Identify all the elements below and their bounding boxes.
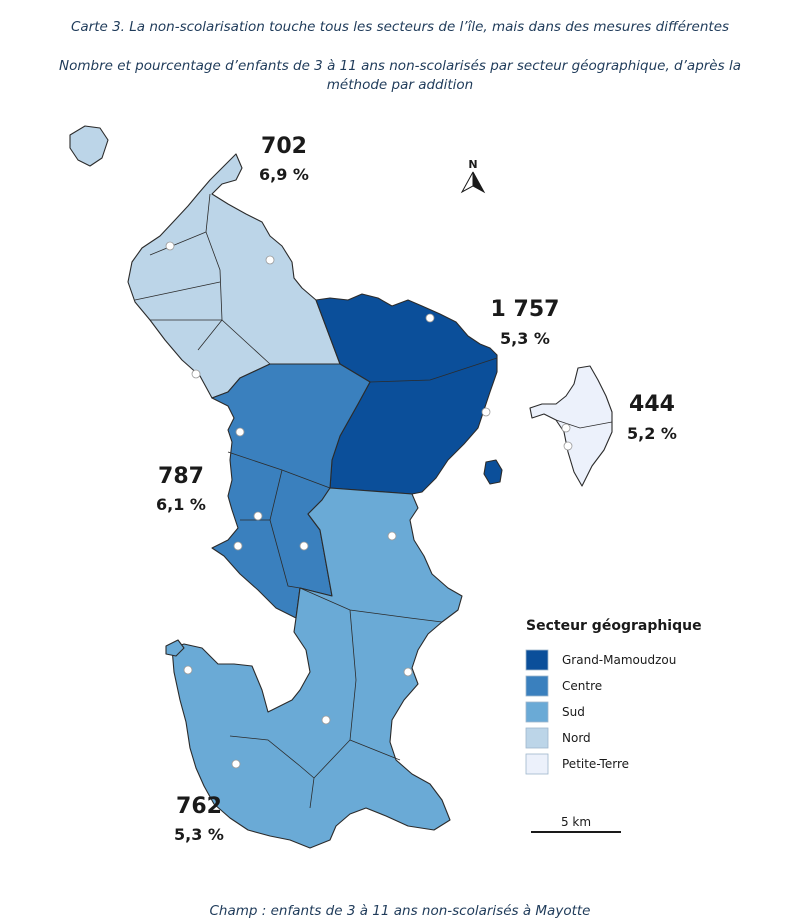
legend-label-nord: Nord — [562, 731, 591, 745]
north-arrow-icon — [460, 171, 474, 194]
map-footer: Champ : enfants de 3 à 11 ans non-scolar… — [209, 903, 591, 919]
label-grand-mamoudzou: 1 757 5,3 % — [491, 297, 560, 348]
subtitle-line-1: Nombre et pourcentage d’enfants de 3 à 1… — [59, 58, 741, 74]
subtitle-line-2: méthode par addition — [326, 77, 474, 93]
nord-islet — [69, 125, 109, 167]
commune-markers — [165, 241, 573, 769]
petite-terre-percent: 5,2 % — [627, 424, 677, 443]
nord-percent: 6,9 % — [259, 165, 309, 184]
label-petite-terre: 444 5,2 % — [627, 392, 677, 443]
label-nord: 702 6,9 % — [259, 134, 309, 184]
nord-count: 702 — [261, 134, 307, 159]
scale-bar: 5 km — [531, 815, 621, 833]
region-nord — [127, 153, 341, 399]
map-title: Carte 3. La non-scolarisation touche tou… — [70, 19, 730, 35]
legend-item-sud: Sud — [525, 701, 585, 723]
region-sud — [171, 487, 463, 849]
legend-item-centre: Centre — [525, 675, 602, 697]
legend-swatch-nord — [525, 727, 549, 749]
sud-count: 762 — [176, 794, 222, 819]
legend-swatch-petite-terre — [525, 753, 549, 775]
scale-label: 5 km — [561, 815, 591, 829]
legend: Secteur géographique Grand-Mamoudzou Cen… — [525, 618, 702, 775]
legend-label-petite-terre: Petite-Terre — [562, 757, 629, 771]
legend-label-centre: Centre — [562, 679, 602, 693]
sud-islet — [165, 639, 185, 657]
grand-mamoudzou-islet — [483, 459, 503, 485]
petite-terre-count: 444 — [629, 392, 675, 417]
sud-percent: 5,3 % — [174, 825, 224, 844]
grand-mamoudzou-count: 1 757 — [491, 297, 560, 322]
legend-item-nord: Nord — [525, 727, 591, 749]
legend-item-petite-terre: Petite-Terre — [525, 753, 629, 775]
commune-boundaries — [134, 193, 613, 809]
label-sud: 762 5,3 % — [174, 794, 224, 844]
centre-percent: 6,1 % — [156, 495, 206, 514]
legend-label-sud: Sud — [562, 705, 585, 719]
region-petite-terre — [529, 365, 613, 487]
legend-title: Secteur géographique — [526, 618, 702, 634]
centre-count: 787 — [158, 464, 204, 489]
region-centre — [211, 363, 371, 619]
label-centre: 787 6,1 % — [156, 464, 206, 514]
grand-mamoudzou-percent: 5,3 % — [500, 329, 550, 348]
legend-swatch-sud — [525, 701, 549, 723]
map-subtitle: Nombre et pourcentage d’enfants de 3 à 1… — [0, 57, 800, 95]
legend-label-grand-mamoudzou: Grand-Mamoudzou — [562, 653, 676, 667]
north-arrow: N — [460, 158, 486, 194]
legend-item-grand-mamoudzou: Grand-Mamoudzou — [525, 649, 676, 671]
legend-swatch-grand-mamoudzou — [525, 649, 549, 671]
north-label: N — [468, 158, 477, 171]
legend-swatch-centre — [525, 675, 549, 697]
